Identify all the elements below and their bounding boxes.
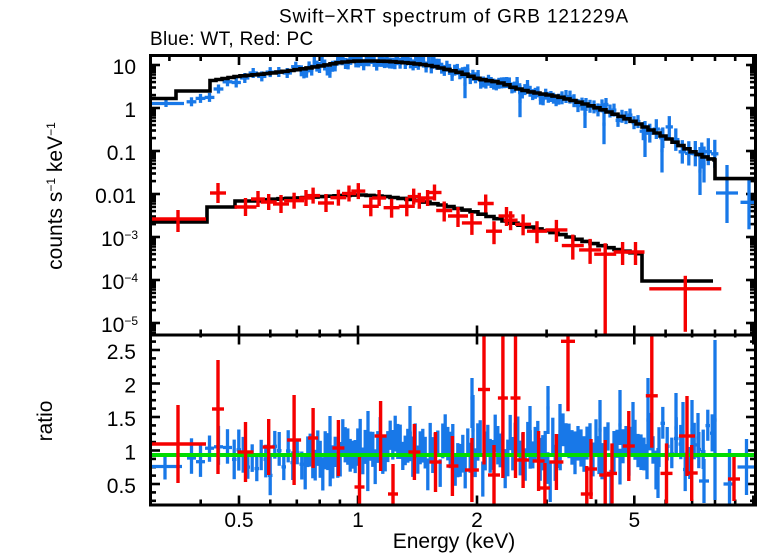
svg-text:Energy (keV): Energy (keV) xyxy=(393,530,516,553)
svg-text:1: 1 xyxy=(352,509,364,532)
svg-text:Swift−XRT spectrum of GRB 1212: Swift−XRT spectrum of GRB 121229A xyxy=(279,7,629,28)
svg-text:2: 2 xyxy=(124,375,136,398)
svg-text:0.1: 0.1 xyxy=(107,142,136,165)
svg-text:2.5: 2.5 xyxy=(107,341,136,364)
svg-text:5: 5 xyxy=(628,509,640,532)
svg-text:0.01: 0.01 xyxy=(95,185,136,208)
svg-text:2: 2 xyxy=(471,509,483,532)
svg-text:1.5: 1.5 xyxy=(107,408,136,431)
svg-text:0.5: 0.5 xyxy=(107,475,136,498)
svg-text:ratio: ratio xyxy=(34,401,57,442)
svg-text:counts s−1 keV−1: counts s−1 keV−1 xyxy=(44,122,67,270)
svg-text:10: 10 xyxy=(113,56,136,79)
svg-text:1: 1 xyxy=(124,99,136,122)
svg-text:Blue: WT, Red: PC: Blue: WT, Red: PC xyxy=(150,29,313,50)
svg-text:0.5: 0.5 xyxy=(224,509,253,532)
svg-text:1: 1 xyxy=(124,442,136,465)
